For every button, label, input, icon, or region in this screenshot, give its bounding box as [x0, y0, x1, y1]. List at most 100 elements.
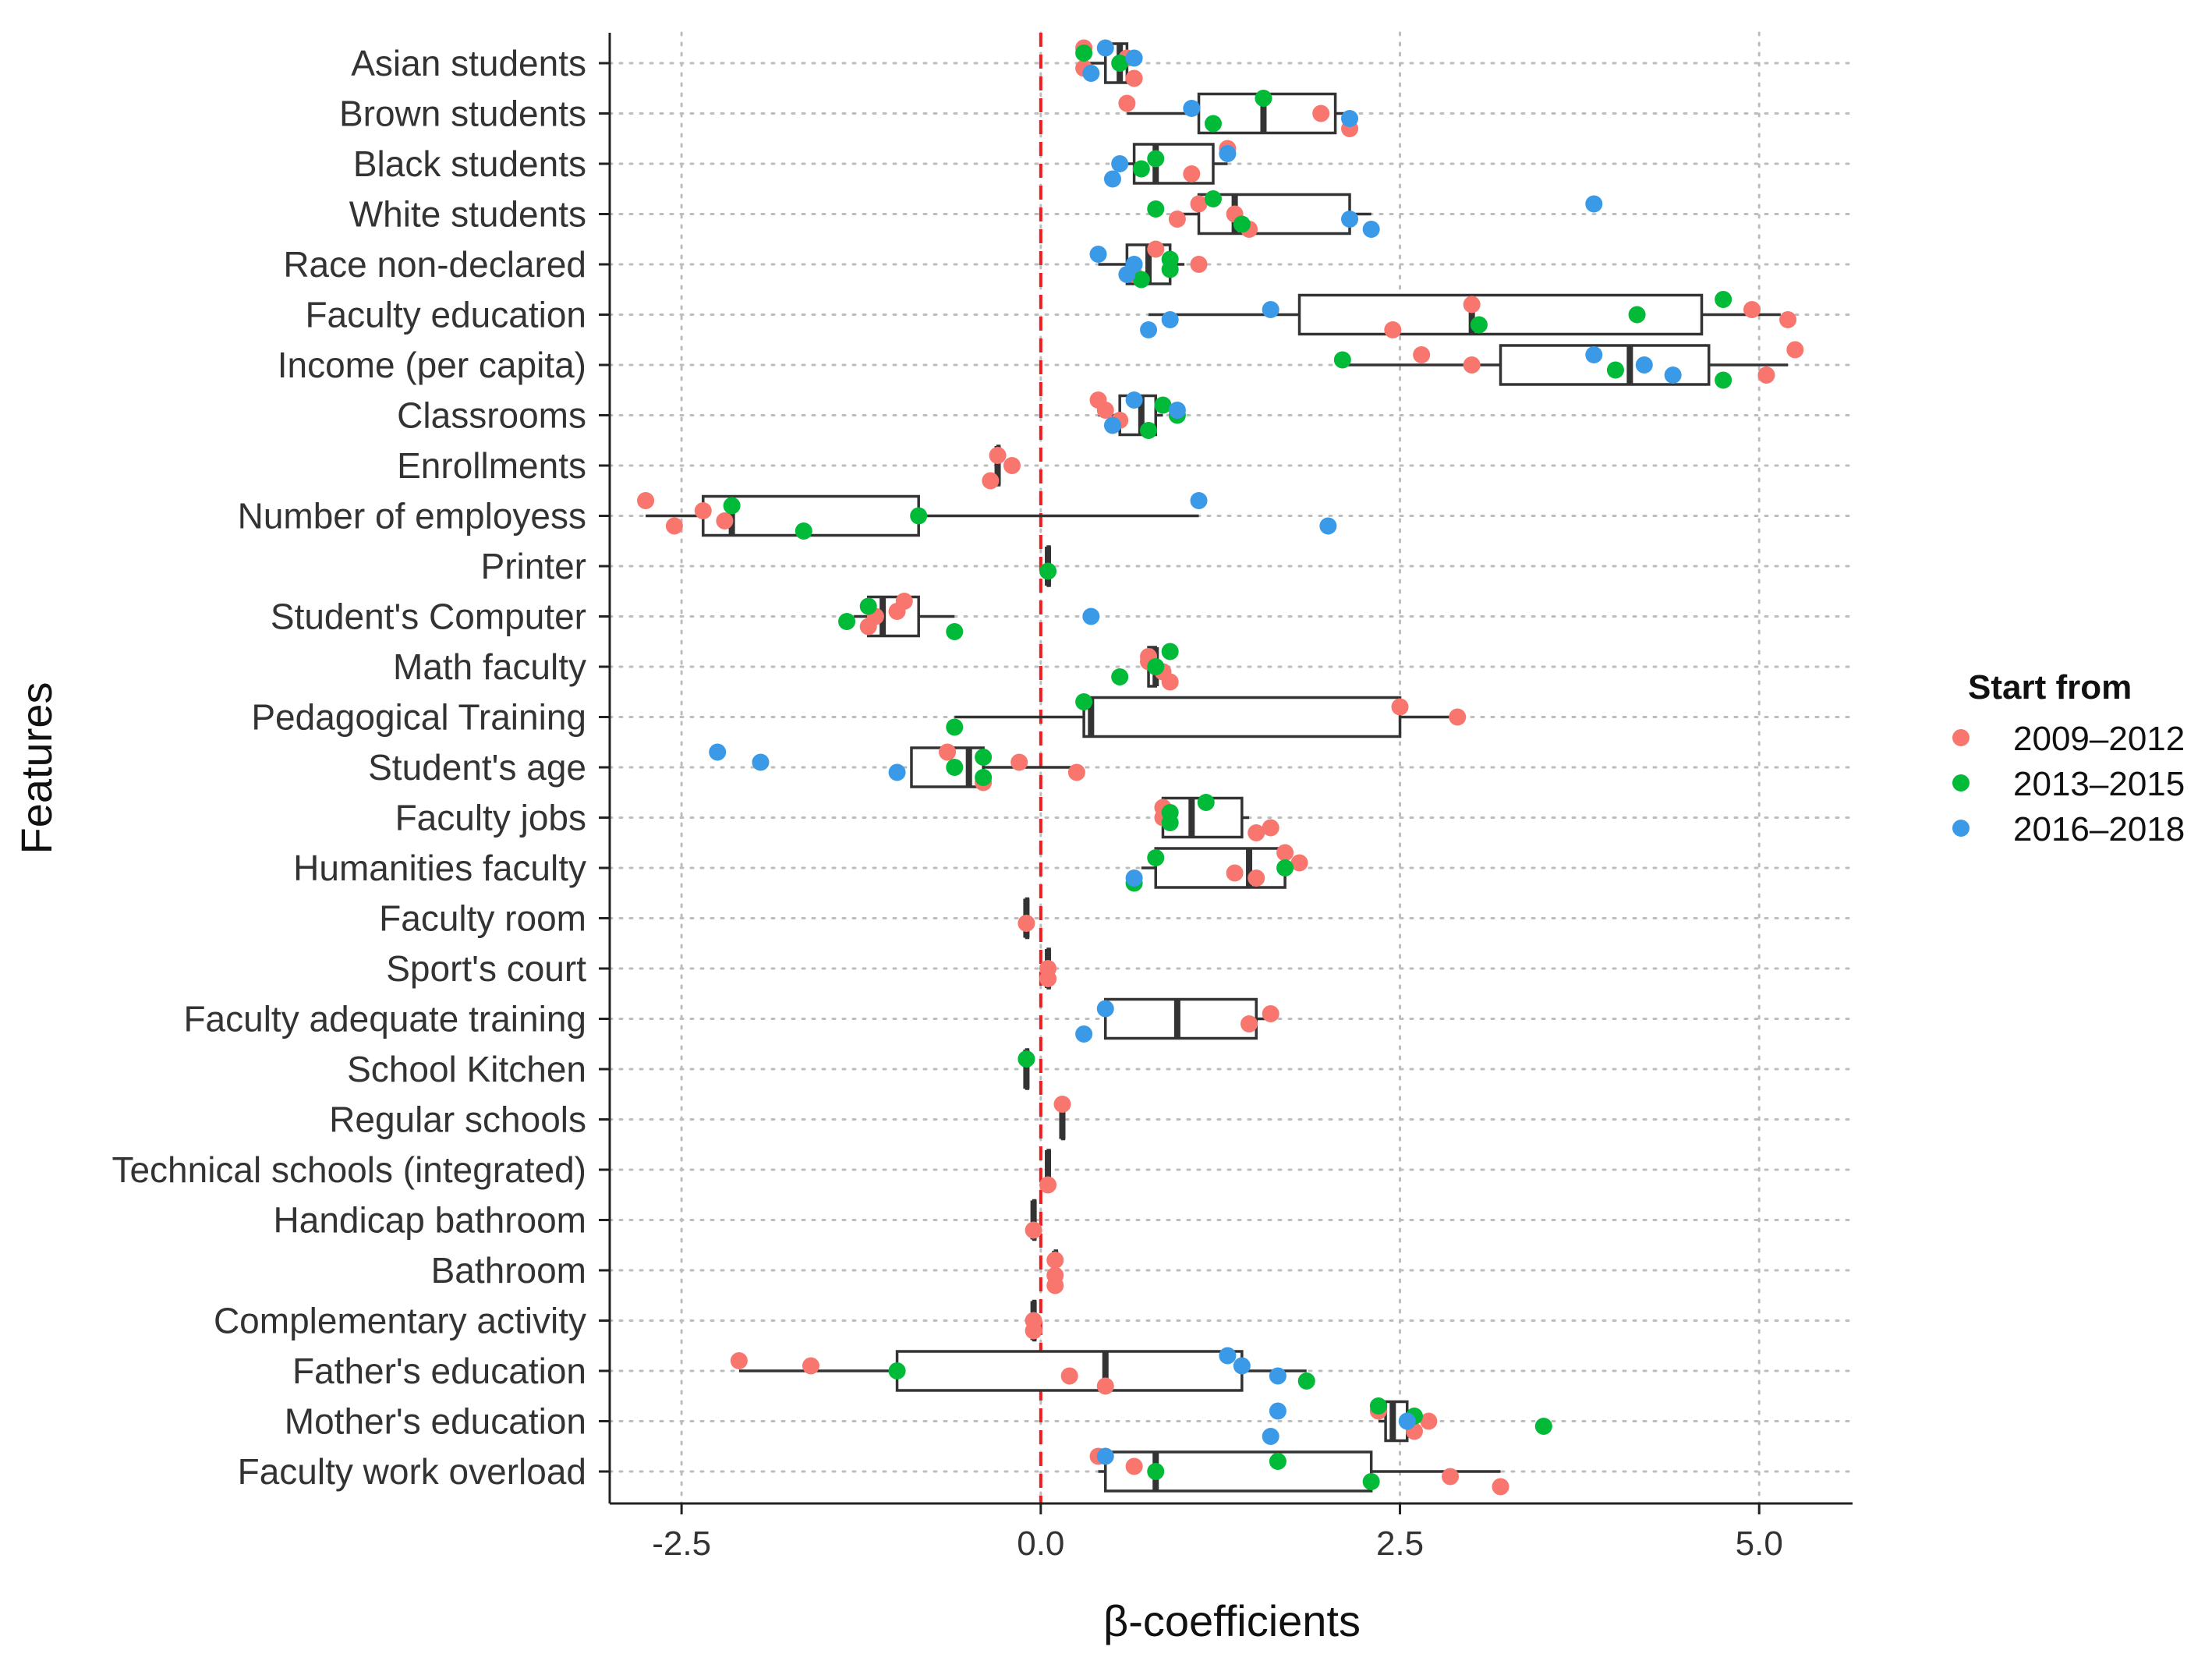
feature-label: Race non-declared — [283, 244, 586, 285]
feature-label: Asian students — [351, 43, 586, 83]
data-point — [1757, 367, 1775, 384]
data-point — [1470, 316, 1488, 334]
feature-label: Math faculty — [393, 646, 586, 687]
data-point — [1635, 356, 1653, 374]
data-point — [1190, 195, 1208, 213]
data-point — [1103, 170, 1121, 188]
data-point — [1341, 211, 1359, 228]
feature-label: Complementary activity — [214, 1301, 586, 1341]
data-point — [1362, 221, 1380, 238]
data-point — [1297, 1372, 1315, 1390]
data-point — [1125, 69, 1143, 87]
data-point — [1140, 422, 1158, 439]
data-point — [1664, 367, 1682, 384]
data-point — [709, 743, 727, 761]
data-point — [1168, 402, 1186, 419]
feature-label: Technical schools (integrated) — [111, 1149, 586, 1190]
x-tick-label: -2.5 — [652, 1525, 711, 1563]
data-point — [1096, 39, 1114, 57]
data-point — [946, 718, 964, 736]
data-point — [1075, 1025, 1093, 1043]
data-point — [1255, 90, 1272, 107]
data-point — [939, 743, 957, 761]
feature-label: Father's education — [292, 1351, 586, 1391]
data-point — [1190, 492, 1208, 509]
feature-label: Classrooms — [397, 395, 586, 436]
data-point — [859, 618, 877, 636]
feature-box — [1104, 997, 1271, 1040]
data-point — [1046, 1252, 1064, 1269]
data-point — [1226, 864, 1244, 882]
data-point — [1161, 814, 1179, 831]
feature-label: Faculty work overload — [238, 1451, 586, 1492]
data-point — [1082, 65, 1100, 82]
data-point — [1183, 100, 1201, 117]
feature-label: School Kitchen — [347, 1049, 586, 1089]
iqr-box — [1082, 696, 1402, 738]
data-point — [1319, 517, 1337, 535]
data-point — [1269, 1402, 1286, 1420]
data-point — [1096, 1377, 1114, 1395]
data-point — [1262, 1005, 1279, 1022]
legend-swatch — [1952, 820, 1970, 837]
data-point — [946, 759, 964, 776]
data-point — [1369, 1397, 1387, 1415]
data-point — [1463, 356, 1481, 374]
x-tick-label: 5.0 — [1736, 1525, 1783, 1563]
data-point — [1067, 763, 1085, 781]
data-point — [859, 597, 877, 615]
data-point — [1089, 246, 1107, 263]
feature-label: Regular schools — [329, 1100, 586, 1140]
feature-label: Pedagogical Training — [251, 697, 586, 738]
data-point — [1715, 371, 1732, 389]
data-point — [1248, 869, 1265, 887]
data-point — [1161, 643, 1179, 660]
feature-label: Mother's education — [285, 1401, 586, 1442]
data-point — [637, 492, 655, 509]
data-point — [1132, 271, 1150, 289]
data-point — [1060, 1367, 1078, 1385]
data-point — [1039, 1176, 1057, 1194]
iqr-box — [1104, 1450, 1373, 1493]
data-point — [1039, 970, 1057, 987]
data-point — [1125, 49, 1143, 67]
feature-label: White students — [349, 194, 586, 235]
data-point — [1492, 1478, 1509, 1496]
data-point — [1276, 859, 1294, 876]
data-point — [1111, 55, 1129, 72]
data-point — [1125, 1457, 1143, 1475]
data-point — [888, 1362, 906, 1379]
data-points — [637, 39, 1804, 1496]
data-point — [1147, 1463, 1165, 1480]
data-point — [1183, 165, 1201, 182]
x-tick-label: 0.0 — [1017, 1525, 1064, 1563]
feature-label: Handicap bathroom — [274, 1200, 586, 1241]
feature-label: Student's age — [368, 747, 586, 788]
data-point — [1204, 115, 1222, 133]
data-point — [1025, 1322, 1042, 1340]
data-point — [1082, 607, 1100, 625]
data-point — [1606, 361, 1624, 379]
feature-box — [954, 696, 1458, 738]
data-point — [1046, 1277, 1064, 1294]
data-point — [1219, 1347, 1237, 1365]
feature-label: Bathroom — [431, 1250, 586, 1291]
data-point — [1262, 301, 1279, 318]
x-tick-label: 2.5 — [1376, 1525, 1424, 1563]
data-point — [975, 749, 993, 766]
feature-labels: Asian students Brown students Black studen… — [111, 43, 586, 1492]
data-point — [723, 497, 741, 515]
feature-label: Faculty jobs — [395, 798, 586, 838]
feature-label: Brown students — [339, 94, 586, 134]
data-point — [1018, 915, 1035, 932]
iqr-box — [1154, 847, 1286, 889]
data-point — [1398, 1412, 1416, 1430]
data-point — [1420, 1412, 1438, 1430]
data-point — [1190, 256, 1208, 273]
data-point — [1362, 1473, 1380, 1490]
data-point — [1010, 753, 1028, 771]
data-point — [1391, 698, 1409, 716]
data-point — [1132, 160, 1150, 178]
data-point — [1053, 1096, 1071, 1113]
data-point — [1219, 145, 1237, 162]
